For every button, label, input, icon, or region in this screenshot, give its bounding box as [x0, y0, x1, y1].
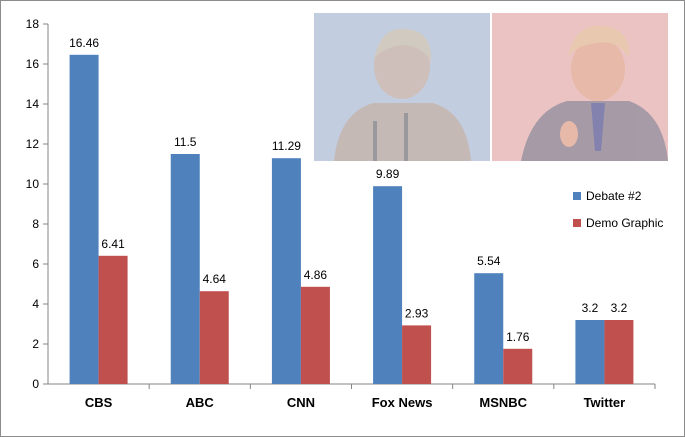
data-label: 3.2: [582, 301, 599, 315]
data-label: 5.54: [477, 254, 501, 268]
person-right-icon: [521, 25, 668, 161]
bar: [373, 186, 403, 384]
data-labels-layer: 16.46 6.41 11.5 4.64 11.29 4.86 9.89 2.93 5.54 1.…: [69, 36, 628, 344]
y-tick-label: 12: [26, 137, 40, 151]
bar: [575, 320, 605, 384]
bar: [503, 348, 533, 384]
legend-swatch: [573, 192, 581, 200]
y-tick-label: 18: [26, 17, 40, 31]
y-tick-label: 6: [32, 257, 39, 271]
x-category-label: CNN: [287, 395, 315, 410]
data-label: 11.29: [272, 139, 301, 153]
bar: [69, 54, 99, 385]
photo-divider: [490, 13, 492, 161]
y-tick-label: 4: [32, 297, 39, 311]
y-tick-label: 8: [32, 217, 39, 231]
bar: [170, 154, 200, 384]
y-tick-label: 0: [32, 377, 39, 391]
bar: [474, 273, 504, 384]
bar: [199, 291, 229, 384]
data-label: 4.64: [203, 272, 227, 286]
y-tick-label: 14: [26, 97, 40, 111]
bar: [604, 320, 634, 384]
data-label: 1.76: [506, 330, 530, 344]
photo-panel: [314, 13, 668, 161]
data-label: 16.46: [69, 36, 99, 50]
bars-layer: [69, 54, 634, 385]
x-category-label: Twitter: [584, 395, 626, 410]
bar: [271, 158, 301, 384]
bar: [98, 255, 128, 384]
legend-swatch: [573, 219, 581, 227]
axes: 0 2 4 6 8 10 12 14 16 18 CBS ABC CNN Fox News MSNBC Twi…: [26, 17, 656, 410]
person-left-icon: [334, 28, 471, 161]
data-label: 2.93: [405, 306, 429, 320]
x-category-label: Fox News: [372, 395, 433, 410]
bar: [300, 286, 330, 384]
legend-label: Debate #2: [586, 189, 642, 203]
data-label: 3.2: [611, 301, 628, 315]
x-category-label: ABC: [186, 395, 215, 410]
x-category-label: MSNBC: [479, 395, 527, 410]
data-label: 6.41: [101, 237, 125, 251]
y-tick-label: 16: [26, 57, 40, 71]
legend-label: Demo Graphic: [586, 216, 663, 230]
data-label: 4.86: [304, 268, 328, 282]
data-label: 9.89: [376, 167, 400, 181]
data-label: 11.5: [174, 135, 197, 149]
bar: [402, 325, 432, 384]
y-tick-label: 10: [26, 177, 40, 191]
legend: Debate #2 Demo Graphic: [573, 189, 663, 230]
x-category-label: CBS: [85, 395, 113, 410]
y-tick-label: 2: [32, 337, 39, 351]
